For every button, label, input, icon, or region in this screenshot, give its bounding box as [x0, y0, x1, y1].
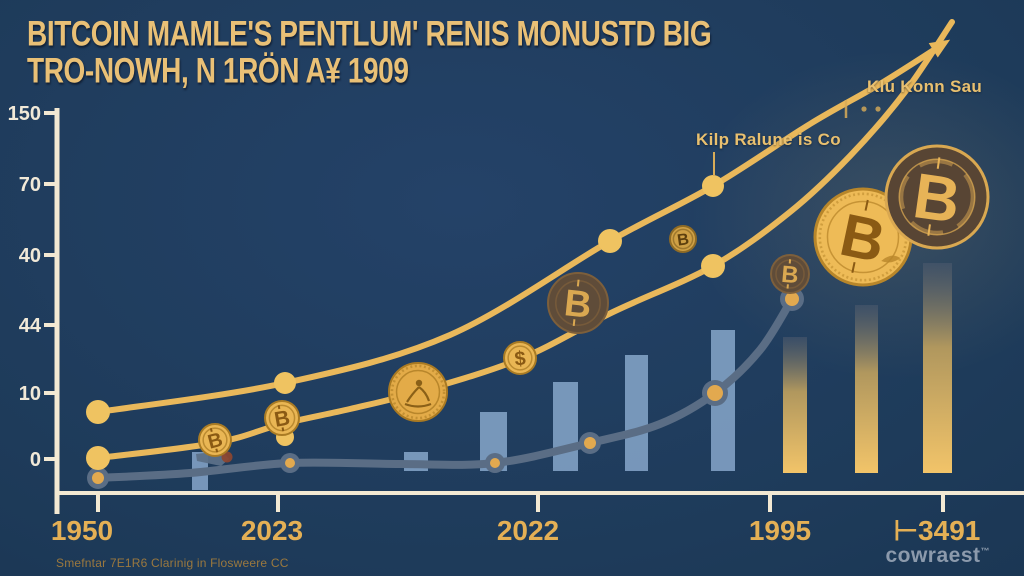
coin-symbol: B: [676, 230, 690, 249]
bitcoin-coin-gold: B: [198, 423, 232, 457]
price-line-dot: [785, 292, 799, 306]
gold-curve-dot: [86, 400, 110, 424]
bitcoin-coin-dark-big: B: [884, 144, 990, 250]
coin-inner-ring: [202, 427, 228, 453]
gold-curve-dot: [598, 229, 622, 253]
price-line-dot: [285, 458, 295, 468]
coin-inner-ring: [507, 345, 533, 371]
trademark-symbol: ™: [980, 546, 990, 556]
coin-ring-text: [390, 364, 446, 420]
gold-curve-dot: [274, 372, 296, 394]
coin-face: [388, 362, 448, 422]
coin-symbol: $: [514, 348, 527, 371]
annotation-dot-mark: [861, 106, 867, 112]
annotation-kilp-ralune: Kilp Ralune is Co: [696, 130, 841, 149]
gold-curve-dot: [702, 175, 724, 197]
bitcoin-coin-ornate: [388, 362, 448, 422]
x-tick-label: 1950: [51, 515, 113, 546]
gold-bar: [855, 305, 878, 473]
y-tick-label: 150: [8, 103, 41, 125]
y-tick-label: 70: [19, 174, 41, 196]
source-caption: Smefntar 7E1R6 Clarinig in Flosweere CC: [56, 556, 289, 570]
annotation-dot-mark: [875, 106, 881, 112]
y-tick-label: 40: [19, 245, 41, 267]
coin-symbol: B: [780, 261, 799, 289]
coin-leaf: [881, 255, 901, 263]
chart-title: BITCOIN MAMLE'S PENTLUM' RENIS MONUSTD B…: [27, 13, 832, 90]
coin-symbol: B: [272, 405, 291, 431]
price-line-dot: [490, 458, 500, 468]
coin-sketch-ring: [899, 159, 975, 235]
title-line-2: TRO-NOWH, N 1RÖN A¥ 1909: [27, 50, 409, 90]
watermark: cowraest™: [885, 544, 990, 567]
blue-bar: [553, 382, 578, 471]
coin-symbol: B: [909, 159, 965, 237]
price-line-dot: [707, 385, 723, 401]
bitcoin-coin-gold: B: [264, 400, 300, 436]
gold-curve-dot: [86, 446, 110, 470]
gold-bar: [783, 337, 807, 473]
annotation-klu-konn: Klu Konn Sau: [867, 77, 983, 96]
bitcoin-coin-dark: B: [770, 254, 810, 294]
gold-curve-dot: [701, 254, 725, 278]
arrowhead-icon: [928, 39, 951, 58]
coin-inner-ring: [826, 200, 900, 274]
title-line-1: BITCOIN MAMLE'S PENTLUM' RENIS MONUSTD B…: [27, 13, 712, 53]
coin-inner-ring: [395, 369, 441, 415]
coin-symbol: B: [562, 281, 593, 326]
coin-inner-ring: [898, 158, 976, 236]
coin-inner-ring: [672, 228, 694, 250]
x-tick-label: 2023: [241, 515, 303, 546]
bitcoin-coin-dark: B: [547, 272, 609, 334]
coin-symbol: B: [205, 429, 225, 454]
blue-bar: [625, 355, 648, 471]
price-line-dot: [92, 472, 104, 484]
x-tick-label: ⊢3491: [894, 515, 981, 546]
price-line-dot: [584, 437, 596, 449]
gold-bar: [923, 263, 952, 473]
bitcoin-coin-gold-dark: B: [669, 225, 697, 253]
x-tick-label: 1995: [749, 515, 811, 546]
coin-figure-engraving: [404, 379, 432, 408]
coin-face: [547, 272, 609, 334]
coin-inner-ring: [268, 404, 296, 432]
bitcoin-coin-gold: $: [503, 341, 537, 375]
y-tick-label: 0: [30, 449, 41, 471]
x-tick-label: 2022: [497, 515, 559, 546]
y-tick-label: 44: [19, 315, 42, 337]
y-tick-label: 10: [19, 383, 41, 405]
